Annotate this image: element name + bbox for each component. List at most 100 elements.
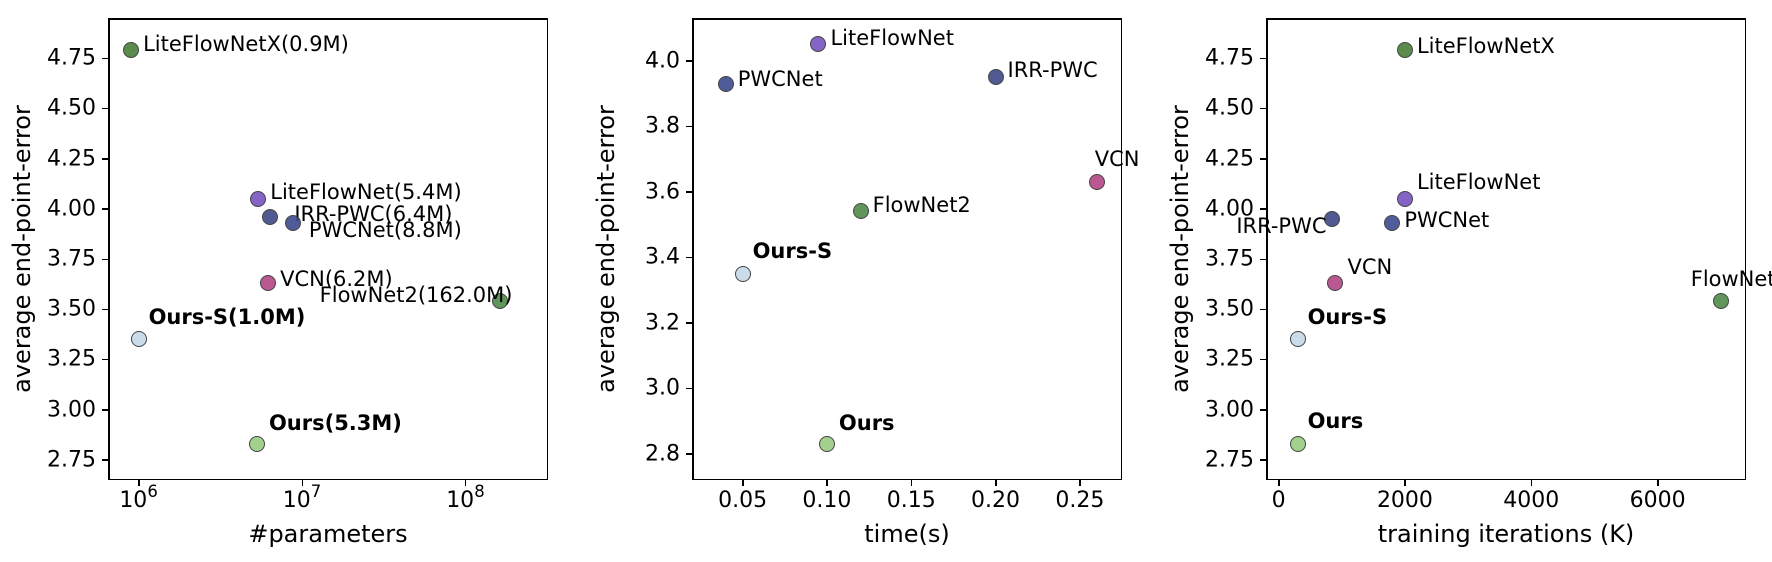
y-tick [686, 126, 692, 128]
y-tick-label: 3.0 [645, 376, 680, 401]
scatter-point [131, 331, 147, 347]
point-label: Ours-S(1.0M) [149, 305, 306, 329]
x-tick-label: 6000 [1630, 488, 1686, 513]
y-tick-label: 4.75 [1205, 46, 1254, 71]
y-tick [1260, 409, 1266, 411]
point-label: LiteFlowNet [830, 26, 954, 50]
x-tick-label: 0.10 [802, 488, 851, 513]
x-tick-label: 2000 [1377, 488, 1433, 513]
point-label: Ours-S [753, 239, 833, 263]
y-tick [102, 409, 108, 411]
point-label: LiteFlowNetX [1417, 34, 1555, 58]
y-tick [686, 191, 692, 193]
y-tick [102, 309, 108, 311]
point-label: LiteFlowNetX(0.9M) [143, 32, 349, 56]
x-axis-label: time(s) [864, 520, 949, 548]
y-tick [1260, 359, 1266, 361]
y-tick [686, 453, 692, 455]
scatter-point [718, 76, 734, 92]
scatter-point [1397, 42, 1413, 58]
y-tick [1260, 309, 1266, 311]
y-tick-label: 4.25 [1205, 146, 1254, 171]
y-axis-label: average end-point-error [8, 105, 36, 393]
y-tick [102, 158, 108, 160]
y-tick-label: 4.0 [645, 48, 680, 73]
x-tick-label: 0.15 [887, 488, 936, 513]
y-tick-label: 4.25 [47, 146, 96, 171]
y-tick [102, 359, 108, 361]
x-tick-label: 0.05 [718, 488, 767, 513]
x-tick [1657, 480, 1659, 486]
axis-spine-top [108, 18, 548, 20]
point-label: VCN [1095, 147, 1140, 171]
x-axis-label: #parameters [248, 520, 407, 548]
x-tick [1278, 480, 1280, 486]
y-tick-label: 3.8 [645, 114, 680, 139]
x-tick-label: 108 [446, 488, 485, 513]
y-tick [686, 322, 692, 324]
y-tick [686, 60, 692, 62]
x-tick-label: 0.25 [1055, 488, 1104, 513]
y-tick [686, 388, 692, 390]
scatter-point [1290, 331, 1306, 347]
x-tick [995, 480, 997, 486]
scatter-point [1384, 215, 1400, 231]
point-label: PWCNet [738, 67, 823, 91]
scatter-point [810, 36, 826, 52]
scatter-point [123, 42, 139, 58]
y-axis-label: average end-point-error [592, 105, 620, 393]
scatter-point [260, 275, 276, 291]
y-tick-label: 3.50 [1205, 297, 1254, 322]
y-tick-label: 3.6 [645, 179, 680, 204]
y-axis-label-wrap: average end-point-error [0, 235, 166, 263]
point-label: Ours [839, 411, 895, 435]
y-tick-label: 3.00 [1205, 397, 1254, 422]
x-axis-label: training iterations (K) [1378, 520, 1635, 548]
scatter-point [853, 203, 869, 219]
y-tick-label: 3.2 [645, 310, 680, 335]
scatter-point [819, 436, 835, 452]
point-label: FlowNet2 [873, 193, 971, 217]
y-tick-label: 3.00 [47, 397, 96, 422]
y-axis-label-wrap: average end-point-error [1036, 235, 1324, 263]
point-label: Ours(5.3M) [269, 411, 402, 435]
axis-spine-top [1266, 18, 1746, 20]
y-tick [1260, 208, 1266, 210]
scatter-point [1713, 293, 1729, 309]
x-tick [1079, 480, 1081, 486]
y-tick [1260, 58, 1266, 60]
scatter-point [988, 69, 1004, 85]
figure: 1061071082.753.003.253.503.754.004.254.5… [0, 0, 1772, 562]
x-tick-label: 106 [119, 488, 158, 513]
point-label: IRR-PWC [1236, 214, 1326, 238]
axis-spine-bottom [1266, 479, 1746, 481]
point-label: FlowNet2(162.0M) [320, 283, 513, 307]
scatter-point [1089, 174, 1105, 190]
x-tick [742, 480, 744, 486]
y-tick [102, 459, 108, 461]
scatter-point [1397, 191, 1413, 207]
x-tick [138, 480, 140, 486]
point-label: FlowNet2 [1691, 267, 1772, 291]
point-label: Ours-S [1308, 305, 1388, 329]
x-tick-label: 107 [283, 488, 322, 513]
y-tick [102, 208, 108, 210]
y-tick-label: 4.75 [47, 46, 96, 71]
x-tick [911, 480, 913, 486]
x-tick [826, 480, 828, 486]
axis-spine-bottom [108, 479, 548, 481]
axis-spine-bottom [692, 479, 1122, 481]
x-tick [465, 480, 467, 486]
scatter-point [262, 209, 278, 225]
y-tick-label: 4.50 [47, 96, 96, 121]
y-tick-label: 4.50 [1205, 96, 1254, 121]
x-tick-label: 0 [1272, 488, 1286, 513]
scatter-point [285, 215, 301, 231]
x-tick [302, 480, 304, 486]
x-tick-label: 4000 [1503, 488, 1559, 513]
point-label: LiteFlowNet [1417, 170, 1541, 194]
y-tick-label: 3.25 [1205, 347, 1254, 372]
y-tick [102, 58, 108, 60]
scatter-point [1290, 436, 1306, 452]
y-axis-label: average end-point-error [1166, 105, 1194, 393]
